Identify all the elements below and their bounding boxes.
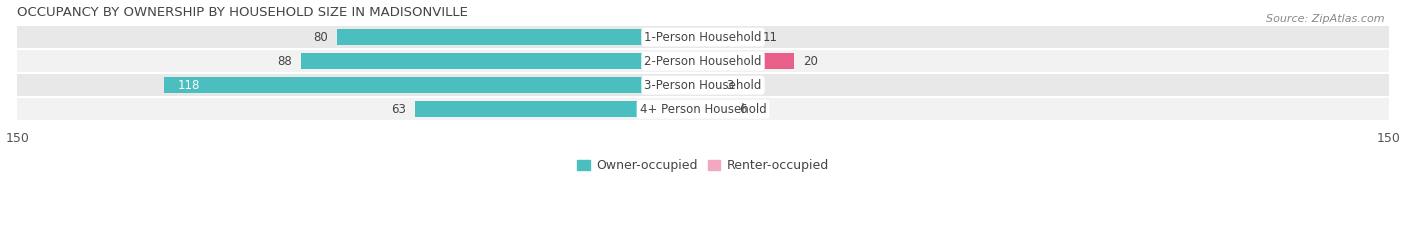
Bar — [17, 26, 1389, 48]
Bar — [301, 53, 703, 69]
Text: 11: 11 — [762, 31, 778, 44]
Text: 4+ Person Household: 4+ Person Household — [640, 103, 766, 116]
Text: 6: 6 — [740, 103, 747, 116]
Text: 63: 63 — [391, 103, 406, 116]
Text: 88: 88 — [277, 55, 291, 68]
Bar — [703, 101, 731, 117]
Bar — [703, 29, 754, 45]
Text: Source: ZipAtlas.com: Source: ZipAtlas.com — [1267, 14, 1385, 24]
Bar — [337, 29, 703, 45]
Text: 2-Person Household: 2-Person Household — [644, 55, 762, 68]
Text: OCCUPANCY BY OWNERSHIP BY HOUSEHOLD SIZE IN MADISONVILLE: OCCUPANCY BY OWNERSHIP BY HOUSEHOLD SIZE… — [17, 6, 468, 19]
Text: 3: 3 — [725, 79, 733, 92]
Legend: Owner-occupied, Renter-occupied: Owner-occupied, Renter-occupied — [572, 154, 834, 177]
Text: 3-Person Household: 3-Person Household — [644, 79, 762, 92]
Bar — [17, 74, 1389, 96]
Text: 1-Person Household: 1-Person Household — [644, 31, 762, 44]
Text: 80: 80 — [314, 31, 328, 44]
Text: 20: 20 — [804, 55, 818, 68]
Bar — [703, 53, 794, 69]
Bar — [703, 77, 717, 93]
Bar — [163, 77, 703, 93]
Bar — [17, 50, 1389, 72]
Bar — [415, 101, 703, 117]
Bar — [17, 98, 1389, 120]
Text: 118: 118 — [177, 79, 200, 92]
